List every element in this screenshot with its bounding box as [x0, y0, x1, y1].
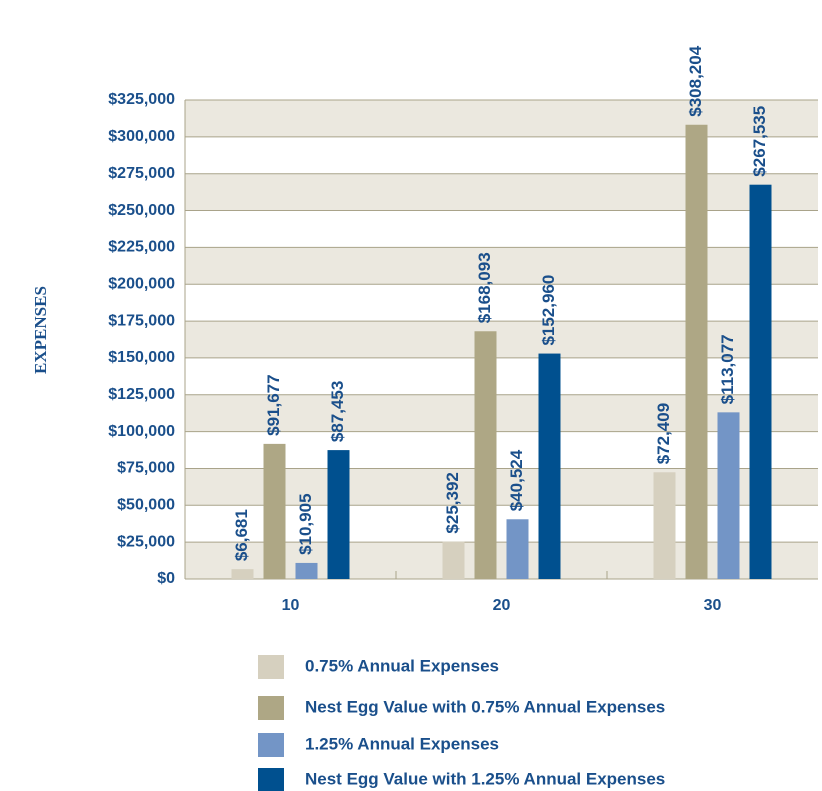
value-label: $40,524: [507, 449, 526, 511]
bar: [538, 353, 561, 579]
value-label: $72,409: [654, 403, 673, 464]
bar: [442, 541, 465, 579]
value-label: $87,453: [328, 381, 347, 442]
value-label: $113,077: [718, 334, 737, 404]
value-label: $308,204: [686, 45, 705, 116]
legend-label: 1.25% Annual Expenses: [305, 734, 499, 753]
y-tick-label: $200,000: [108, 275, 175, 292]
value-label: $168,093: [475, 252, 494, 323]
x-tick-label: 10: [282, 597, 300, 614]
y-tick-label: $225,000: [108, 239, 175, 256]
value-label: $25,392: [443, 472, 462, 533]
y-tick-label: $100,000: [108, 423, 175, 440]
bar: [717, 412, 740, 579]
grid-band: [185, 431, 818, 469]
grid-band: [185, 542, 818, 579]
legend-swatch: [258, 733, 284, 757]
bar: [263, 443, 286, 579]
bar: [231, 569, 254, 579]
grid-band: [185, 210, 818, 248]
y-tick-label: $50,000: [117, 497, 175, 514]
x-tick-label: 30: [704, 597, 722, 614]
legend-label: Nest Egg Value with 0.75% Annual Expense…: [305, 697, 665, 716]
y-tick-label: $150,000: [108, 349, 175, 366]
y-tick-label: $75,000: [117, 460, 175, 477]
y-tick-label: $275,000: [108, 165, 175, 182]
value-label: $10,905: [296, 493, 315, 554]
y-tick-label: $0: [157, 570, 175, 587]
grid-band: [185, 394, 818, 432]
y-tick-label: $325,000: [108, 91, 175, 108]
y-axis-label: EXPENSES: [31, 286, 50, 374]
legend-label: Nest Egg Value with 1.25% Annual Expense…: [305, 769, 665, 788]
grid-band: [185, 468, 818, 506]
value-label: $267,535: [750, 106, 769, 177]
bar: [685, 124, 708, 579]
grid-band: [185, 100, 818, 137]
value-label: $6,681: [232, 509, 251, 561]
grid-band: [185, 136, 818, 174]
bar: [295, 562, 318, 579]
y-tick-label: $300,000: [108, 128, 175, 145]
bar: [749, 184, 772, 579]
bar: [506, 519, 529, 579]
legend-label: 0.75% Annual Expenses: [305, 656, 499, 675]
bar: [327, 450, 350, 579]
bar: [653, 472, 676, 579]
legend-swatch: [258, 655, 284, 679]
value-label: $152,960: [539, 275, 558, 346]
grid-band: [185, 284, 818, 322]
x-tick-label: 20: [493, 597, 511, 614]
grid-band: [185, 357, 818, 395]
bar: [474, 331, 497, 579]
grid-band: [185, 321, 818, 358]
y-tick-label: $125,000: [108, 386, 175, 403]
legend-swatch: [258, 696, 284, 720]
grid-band: [185, 505, 818, 543]
legend-swatch: [258, 768, 284, 791]
grid-band: [185, 247, 818, 285]
grid-band: [185, 173, 818, 211]
y-tick-label: $175,000: [108, 312, 175, 329]
y-tick-label: $250,000: [108, 202, 175, 219]
y-tick-label: $25,000: [117, 533, 175, 550]
value-label: $91,677: [264, 374, 283, 435]
